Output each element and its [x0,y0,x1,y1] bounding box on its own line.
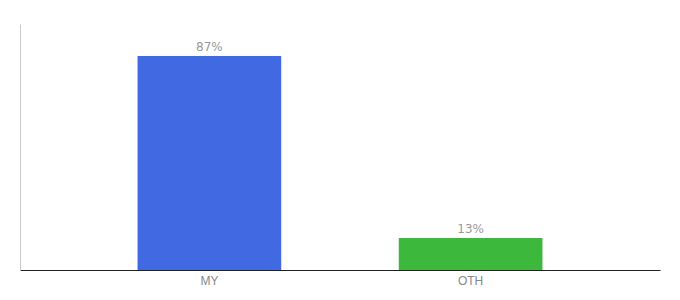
x-tick: MY [200,270,218,288]
y-axis [20,25,21,271]
x-tick: OTH [458,270,483,288]
y-axis-line [20,25,21,271]
x-tick-label: OTH [458,274,483,288]
bars [138,56,543,270]
data-label: 13% [457,222,484,236]
chart: MY OTH 87% 13% [0,0,680,300]
data-label: 87% [196,40,223,54]
plot: MY OTH 87% 13% [21,25,661,288]
bar [138,56,282,270]
bar [399,238,543,270]
x-axis-line [21,270,661,271]
x-axis: MY OTH [21,270,661,288]
x-tick-label: MY [200,274,218,288]
data-labels: 87% 13% [196,40,484,236]
